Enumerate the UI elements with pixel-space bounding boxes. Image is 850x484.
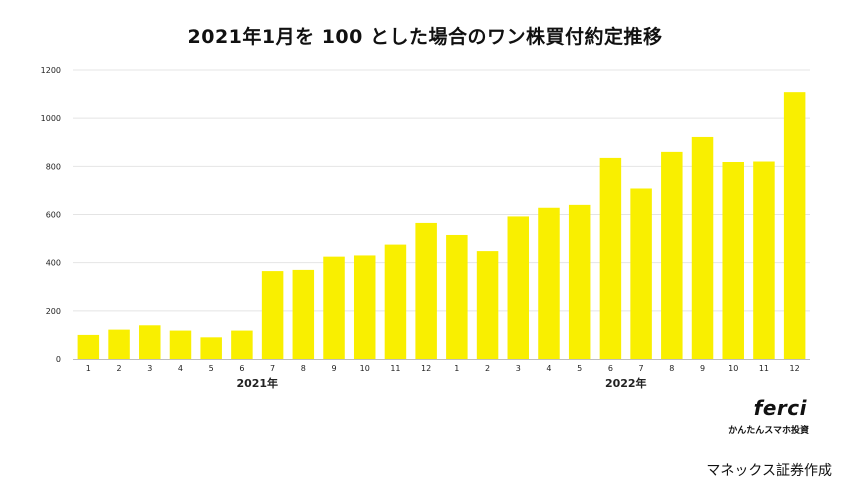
grid-lines xyxy=(73,69,810,312)
brand-tagline: かんたんスマホ投資 xyxy=(728,426,809,436)
x-tick-label: 6 xyxy=(239,364,244,373)
y-tick-label: 800 xyxy=(46,162,61,171)
bar-series xyxy=(77,92,806,359)
bar xyxy=(476,251,499,359)
x-tick-label: 12 xyxy=(790,364,800,373)
bar xyxy=(691,136,714,359)
bar xyxy=(108,329,130,359)
bar xyxy=(661,151,683,359)
x-tick-label: 7 xyxy=(270,364,275,373)
bar xyxy=(568,204,591,359)
bar xyxy=(169,330,192,359)
bar xyxy=(630,188,652,359)
y-tick-label: 1200 xyxy=(41,66,61,75)
bar xyxy=(783,92,806,359)
bar xyxy=(384,244,407,359)
y-tick-label: 0 xyxy=(56,355,61,364)
x-tick-label: 1 xyxy=(454,364,459,373)
x-tick-label: 9 xyxy=(700,364,705,373)
bar xyxy=(200,337,222,359)
bar xyxy=(446,234,468,359)
y-tick-label: 200 xyxy=(46,307,61,316)
x-tick-label: 5 xyxy=(577,364,582,373)
y-tick-label: 600 xyxy=(46,211,61,220)
x-tick-label: 11 xyxy=(759,364,769,373)
bar xyxy=(415,222,437,359)
x-tick-label: 12 xyxy=(421,364,431,373)
bar xyxy=(353,255,376,359)
bar xyxy=(323,256,345,359)
x-tick-label: 8 xyxy=(669,364,674,373)
x-tick-label: 2 xyxy=(485,364,490,373)
year-group-label: 2022年 xyxy=(605,376,647,390)
bar xyxy=(722,161,744,359)
y-tick-label: 400 xyxy=(46,259,61,268)
x-tick-label: 8 xyxy=(301,364,306,373)
x-tick-label: 4 xyxy=(546,364,551,373)
x-tick-label: 10 xyxy=(728,364,738,373)
x-tick-label: 1 xyxy=(86,364,91,373)
x-tick-label: 6 xyxy=(608,364,613,373)
y-tick-label: 1000 xyxy=(41,114,61,123)
x-tick-label: 10 xyxy=(360,364,370,373)
bar xyxy=(507,216,530,359)
bar xyxy=(753,161,775,359)
bar xyxy=(231,330,253,359)
x-tick-label: 9 xyxy=(331,364,336,373)
bar xyxy=(77,334,100,359)
x-tick-label: 5 xyxy=(209,364,214,373)
brand-logo: ferci xyxy=(753,396,807,420)
bar xyxy=(538,207,560,359)
source-credit: マネックス証券作成 xyxy=(706,463,832,479)
bar xyxy=(599,157,622,359)
year-group-label: 2021年 xyxy=(236,376,278,390)
chart-title: 2021年1月を 100 とした場合のワン株買付約定推移 xyxy=(187,26,663,48)
x-tick-label: 7 xyxy=(639,364,644,373)
bar xyxy=(139,325,161,359)
x-tick-label: 3 xyxy=(147,364,152,373)
x-tick-label: 11 xyxy=(390,364,400,373)
x-tick-label: 3 xyxy=(516,364,521,373)
x-tick-label: 2 xyxy=(117,364,122,373)
bar xyxy=(292,269,315,359)
bar xyxy=(261,271,284,359)
x-tick-label: 4 xyxy=(178,364,183,373)
